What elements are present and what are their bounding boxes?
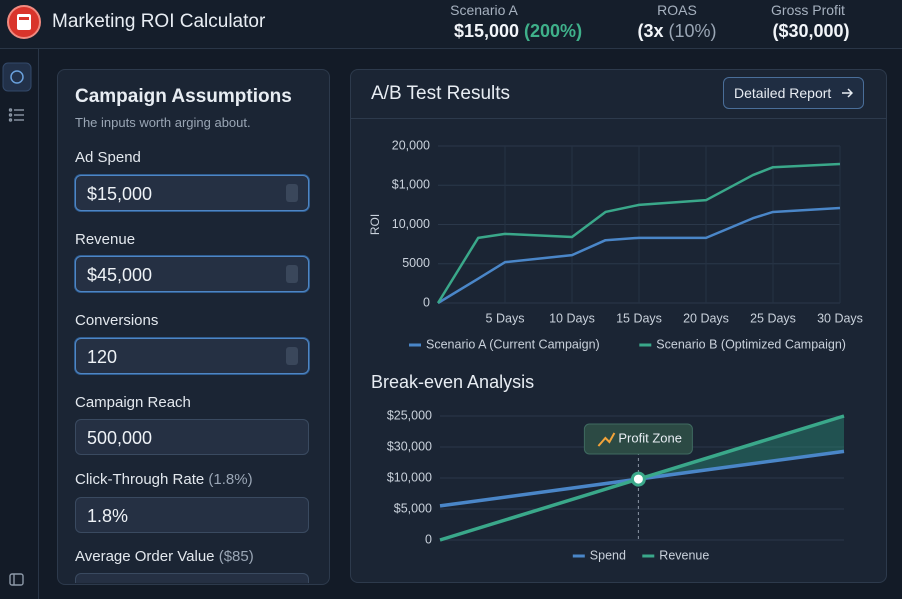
header bbox=[0, 0, 902, 49]
spinner[interactable] bbox=[286, 184, 298, 202]
nav-list[interactable] bbox=[8, 108, 25, 122]
nav-home[interactable] bbox=[2, 62, 32, 92]
card-title: Campaign Assumptions bbox=[75, 86, 292, 107]
nav-panel[interactable] bbox=[9, 573, 24, 586]
label-text: Average Order Value bbox=[75, 548, 215, 565]
stat-value: ($30,000) bbox=[772, 21, 850, 41]
input-value: $45,000 bbox=[87, 265, 153, 285]
stat-number: $15,000 bbox=[453, 21, 520, 41]
card-subtitle: The inputs worth arging about. bbox=[75, 115, 251, 130]
field-label: Ad Spend bbox=[75, 149, 141, 166]
arrow-icon bbox=[842, 88, 853, 98]
reach-input[interactable]: 500,000 bbox=[75, 419, 309, 455]
card-divider bbox=[351, 118, 886, 119]
sidebar-icons bbox=[2, 62, 32, 586]
label-hint: (1.8%) bbox=[208, 471, 253, 488]
spinner[interactable] bbox=[286, 347, 298, 365]
stat-note: (10%) bbox=[668, 21, 717, 41]
field-label: Click-Through Rate (1.8%) bbox=[75, 471, 253, 488]
stat-note: (200%) bbox=[524, 21, 583, 41]
field-label: Average Order Value ($85) bbox=[75, 548, 254, 565]
revenue-input[interactable]: $45,000 bbox=[75, 256, 309, 292]
stat-number: (3x bbox=[637, 21, 664, 41]
input-value: $15,000 bbox=[87, 184, 153, 204]
app-title: Marketing ROI Calculator bbox=[52, 11, 266, 32]
sidebar-divider bbox=[38, 48, 39, 599]
stat-label: Scenario A bbox=[450, 2, 518, 18]
button-label: Detailed Report bbox=[734, 85, 832, 101]
ad-spend-input[interactable]: $15,000 bbox=[75, 175, 309, 211]
stat-label: ROAS bbox=[657, 2, 697, 18]
detailed-report-button[interactable]: Detailed Report bbox=[723, 77, 864, 109]
panel-title: A/B Test Results bbox=[371, 83, 511, 104]
logo bbox=[7, 5, 41, 39]
label-hint: ($85) bbox=[218, 548, 254, 565]
field-label: Revenue bbox=[75, 231, 136, 248]
input-value: 120 bbox=[87, 347, 118, 367]
field-label: Campaign Reach bbox=[75, 394, 191, 411]
stat-value: $15,000 (200%) bbox=[418, 21, 618, 42]
stat-label: Gross Profit bbox=[771, 2, 845, 18]
ctr-input[interactable]: 1.8% bbox=[75, 497, 309, 533]
results-card bbox=[350, 69, 887, 583]
aov-input[interactable] bbox=[75, 573, 309, 583]
conversions-input[interactable]: 120 bbox=[75, 338, 309, 374]
field-label: Conversions bbox=[75, 312, 159, 329]
input-value: 1.8% bbox=[87, 506, 129, 526]
input-value: 500,000 bbox=[87, 428, 153, 448]
label-text: Click-Through Rate bbox=[75, 471, 205, 488]
spinner[interactable] bbox=[286, 265, 298, 283]
stat-value: (3x (10%) bbox=[577, 21, 777, 42]
